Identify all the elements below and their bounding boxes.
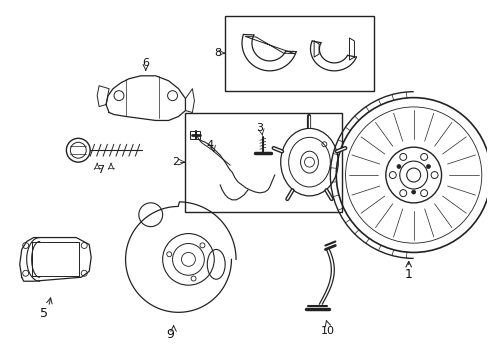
Text: 5: 5 bbox=[40, 307, 47, 320]
Text: 3: 3 bbox=[256, 123, 263, 134]
Text: 9: 9 bbox=[166, 328, 174, 341]
Text: 7: 7 bbox=[97, 165, 104, 175]
Bar bbox=[224, 16, 373, 91]
Bar bbox=[185, 113, 342, 212]
Text: 1: 1 bbox=[404, 268, 412, 281]
Text: 6: 6 bbox=[142, 58, 149, 68]
Circle shape bbox=[411, 190, 415, 194]
Circle shape bbox=[426, 165, 429, 168]
Bar bbox=[190, 131, 200, 139]
Text: 2: 2 bbox=[172, 157, 179, 167]
Text: 8: 8 bbox=[214, 48, 222, 58]
Text: 10: 10 bbox=[320, 326, 334, 336]
Circle shape bbox=[396, 165, 400, 168]
Text: 4: 4 bbox=[206, 140, 213, 150]
